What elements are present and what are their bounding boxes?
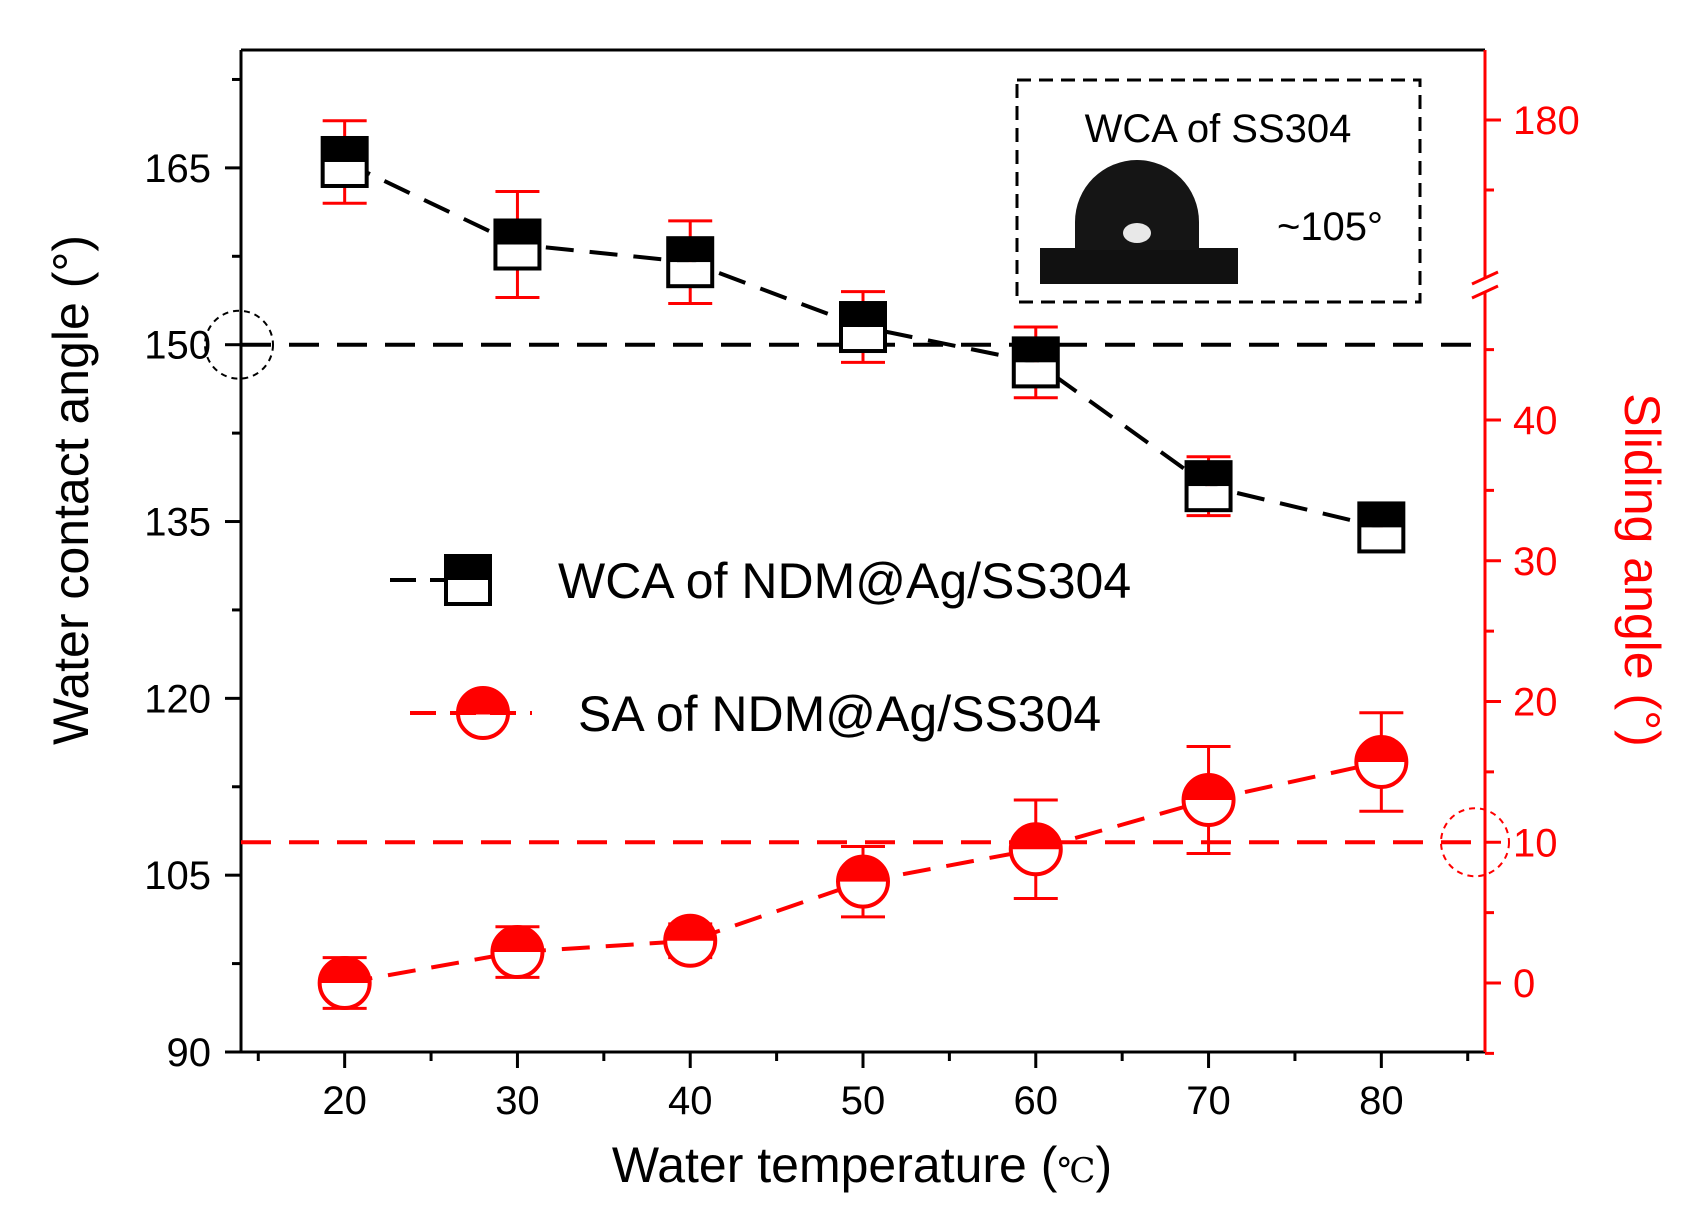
- right-tick-label: 180: [1513, 99, 1580, 143]
- legend: WCA of NDM@Ag/SS304 SA of NDM@Ag/SS304: [390, 553, 1131, 742]
- axis-break-mark-bottom: [1471, 284, 1499, 300]
- data-point-circle: [317, 956, 372, 1010]
- inset-title: WCA of SS304: [1085, 107, 1352, 151]
- reference-lines: [204, 309, 1510, 878]
- marker-top-fill: [1183, 775, 1234, 801]
- droplet-shape: [1075, 160, 1199, 250]
- legend-wca-label: WCA of NDM@Ag/SS304: [558, 553, 1131, 609]
- data-point-square: [1357, 501, 1406, 554]
- marker-top-fill: [1356, 737, 1407, 763]
- marker-top-fill: [668, 238, 713, 263]
- data-point-square: [320, 135, 369, 188]
- droplet-substrate: [1040, 248, 1238, 284]
- legend-wca-marker: [444, 554, 492, 606]
- marker-top-fill: [1013, 338, 1058, 363]
- marker-top-fill: [492, 927, 543, 953]
- x-axis-title-text: Water temperature (: [612, 1137, 1058, 1193]
- x-axis-title-close: ): [1095, 1137, 1112, 1193]
- marker-bottom-fill: [1359, 527, 1404, 552]
- droplet-photo: [1040, 160, 1238, 284]
- right-tick-label: 30: [1513, 540, 1558, 584]
- data-point-square: [666, 236, 715, 289]
- marker-top-fill: [1010, 824, 1061, 850]
- left-tick-label: 120: [144, 677, 211, 721]
- data-point-circle: [490, 925, 545, 980]
- inset-border: [1015, 78, 1422, 304]
- marker-top-fill: [322, 137, 367, 162]
- circled-tick-highlight: [204, 309, 274, 380]
- marker-bottom-fill: [1186, 486, 1231, 511]
- data-point-circle: [836, 854, 890, 909]
- axis-break-mark-top: [1471, 270, 1499, 286]
- series-sa: [317, 711, 1409, 1010]
- marker-top-fill: [495, 220, 540, 245]
- left-tick-label: 150: [144, 324, 211, 368]
- marker-top-fill: [1359, 503, 1404, 528]
- marker-top-fill: [841, 303, 885, 328]
- inset-angle-label: ~105°: [1277, 205, 1383, 249]
- marker-top-fill: [665, 915, 716, 941]
- x-axis-unit: ℃: [1057, 1151, 1095, 1191]
- right-axis-ticks: 0 10 20 30 40 180: [1485, 99, 1580, 1055]
- bottom-tick-label: 40: [668, 1079, 713, 1123]
- left-tick-label: 105: [144, 854, 211, 898]
- data-point-circle: [663, 913, 718, 968]
- marker-bottom-fill: [322, 161, 367, 186]
- right-tick-label: 0: [1513, 962, 1535, 1006]
- data-point-circle: [1008, 822, 1063, 877]
- bottom-tick-label: 70: [1186, 1079, 1231, 1123]
- marker-top-fill: [1186, 462, 1231, 487]
- inset-box: WCA of SS304 ~105°: [1015, 78, 1422, 304]
- left-tick-label: 90: [167, 1031, 212, 1075]
- right-tick-label: 10: [1513, 821, 1558, 865]
- marker-top-fill: [319, 958, 370, 983]
- y-axis-left-title: Water contact angle (°): [43, 235, 99, 745]
- bottom-tick-label: 60: [1014, 1079, 1059, 1123]
- left-axis-ticks: 90 105 120 135 150 165: [144, 77, 241, 1075]
- bottom-axis-ticks: 20 30 40 50 60 70 80: [256, 1052, 1470, 1123]
- marker-top-fill: [838, 856, 888, 882]
- legend-sa-label: SA of NDM@Ag/SS304: [578, 686, 1101, 742]
- bottom-tick-label: 20: [322, 1079, 367, 1123]
- legend-sa-marker: [456, 686, 510, 740]
- right-tick-label: 40: [1513, 399, 1558, 443]
- marker-bottom-fill: [1013, 362, 1058, 387]
- data-point-circle: [1181, 773, 1236, 828]
- x-axis-title: Water temperature (℃): [612, 1137, 1112, 1193]
- y-axis-right-title: Sliding angle (°): [1614, 393, 1670, 747]
- bottom-tick-label: 50: [841, 1079, 886, 1123]
- left-tick-label: 135: [144, 501, 211, 545]
- right-tick-label: 20: [1513, 681, 1558, 725]
- droplet-highlight: [1123, 223, 1151, 243]
- data-point-square: [839, 301, 887, 354]
- circled-tick-highlight: [1440, 807, 1510, 878]
- marker-bottom-fill: [668, 262, 713, 287]
- data-point-square: [493, 218, 542, 271]
- marker-bottom-fill: [495, 244, 540, 269]
- data-point-circle: [1354, 735, 1409, 790]
- data-point-square: [1184, 460, 1233, 513]
- left-tick-label: 165: [144, 147, 211, 191]
- series-wca: [320, 119, 1406, 554]
- marker-bottom-fill: [841, 327, 885, 352]
- bottom-tick-label: 30: [495, 1079, 540, 1123]
- data-point-square: [1011, 336, 1060, 389]
- bottom-tick-label: 80: [1359, 1079, 1404, 1123]
